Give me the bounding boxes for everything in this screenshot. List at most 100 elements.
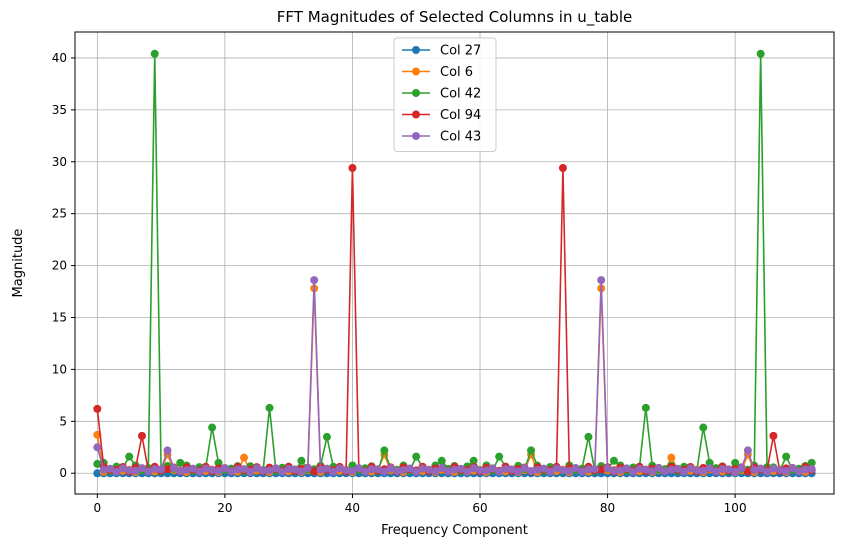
data-point (578, 467, 587, 476)
data-point (756, 49, 765, 58)
data-point (469, 464, 478, 473)
x-axis-label: Frequency Component (381, 523, 528, 538)
x-tick-label: 40 (345, 501, 360, 515)
data-point (456, 464, 465, 473)
data-point (680, 467, 689, 476)
data-point (163, 465, 172, 474)
data-point (527, 467, 536, 476)
data-point (310, 276, 319, 285)
data-point (584, 465, 593, 474)
data-point (584, 432, 593, 441)
data-point (546, 467, 555, 476)
data-point (718, 465, 727, 474)
data-point (743, 446, 752, 455)
data-point (405, 464, 414, 473)
data-point (125, 452, 134, 461)
data-point (769, 464, 778, 473)
data-point (667, 453, 676, 462)
data-point (208, 423, 217, 432)
data-point (157, 465, 166, 474)
data-point (176, 458, 185, 467)
legend-marker (412, 132, 420, 140)
data-point (431, 467, 440, 476)
data-point (463, 467, 472, 476)
data-point (233, 465, 242, 474)
data-point (801, 465, 810, 474)
data-point (342, 466, 351, 475)
x-tick-label: 20 (217, 501, 232, 515)
data-point (265, 403, 274, 412)
x-tick-label: 60 (472, 501, 487, 515)
data-point (348, 164, 357, 173)
legend-marker (412, 89, 420, 97)
data-point (597, 276, 606, 285)
data-point (335, 464, 344, 473)
data-point (176, 467, 185, 476)
data-point (424, 465, 433, 474)
data-point (188, 464, 197, 473)
data-point (558, 164, 567, 173)
data-point (418, 464, 427, 473)
data-point (208, 466, 217, 475)
data-point (807, 458, 816, 467)
data-point (246, 467, 255, 476)
data-point (310, 467, 319, 476)
data-point (603, 464, 612, 473)
legend-marker (412, 46, 420, 54)
data-point (609, 456, 618, 465)
data-point (750, 466, 759, 475)
data-point (731, 467, 740, 476)
data-point (794, 467, 803, 476)
y-tick-label: 30 (52, 155, 67, 169)
data-point (437, 464, 446, 473)
data-point (195, 467, 204, 476)
data-point (692, 466, 701, 475)
data-point (297, 467, 306, 476)
data-point (386, 464, 395, 473)
y-tick-label: 25 (52, 207, 67, 221)
data-point (380, 446, 389, 455)
legend-frame (393, 37, 497, 152)
data-point (150, 49, 159, 58)
data-point (552, 464, 561, 473)
data-point (412, 467, 421, 476)
data-point (93, 404, 102, 413)
ticks: 0 20 40 60 80 100 0 5 10 15 20 25 30 35 40 (52, 51, 747, 515)
legend: Col 27 Col 6 Col 42 Col 94 Col 43 (393, 37, 497, 152)
data-point (571, 464, 580, 473)
data-point (641, 403, 650, 412)
data-point (329, 467, 338, 476)
data-point (93, 443, 102, 452)
data-point (144, 467, 153, 476)
data-point (214, 467, 223, 476)
data-point (118, 464, 127, 473)
data-point (316, 465, 325, 474)
legend-label: Col 43 (440, 130, 481, 145)
data-point (763, 467, 772, 476)
data-point (699, 466, 708, 475)
legend-item: Col 6 (402, 65, 473, 80)
data-point (565, 466, 574, 475)
data-point (348, 466, 357, 475)
y-tick-label: 5 (59, 414, 67, 428)
data-point (731, 458, 740, 467)
data-point (106, 464, 115, 473)
data-point (169, 464, 178, 473)
x-tick-label: 0 (94, 501, 102, 515)
data-point (539, 464, 548, 473)
data-point (354, 464, 363, 473)
data-point (322, 432, 331, 441)
data-point (622, 464, 631, 473)
legend-item: Col 27 (402, 44, 481, 59)
data-point (201, 464, 210, 473)
y-tick-label: 0 (59, 466, 67, 480)
data-point (756, 464, 765, 473)
legend-item: Col 43 (402, 130, 481, 145)
legend-marker (412, 67, 420, 76)
data-point (125, 466, 134, 475)
data-point (590, 465, 599, 474)
data-point (240, 453, 249, 462)
data-point (99, 465, 108, 474)
data-point (616, 466, 625, 475)
